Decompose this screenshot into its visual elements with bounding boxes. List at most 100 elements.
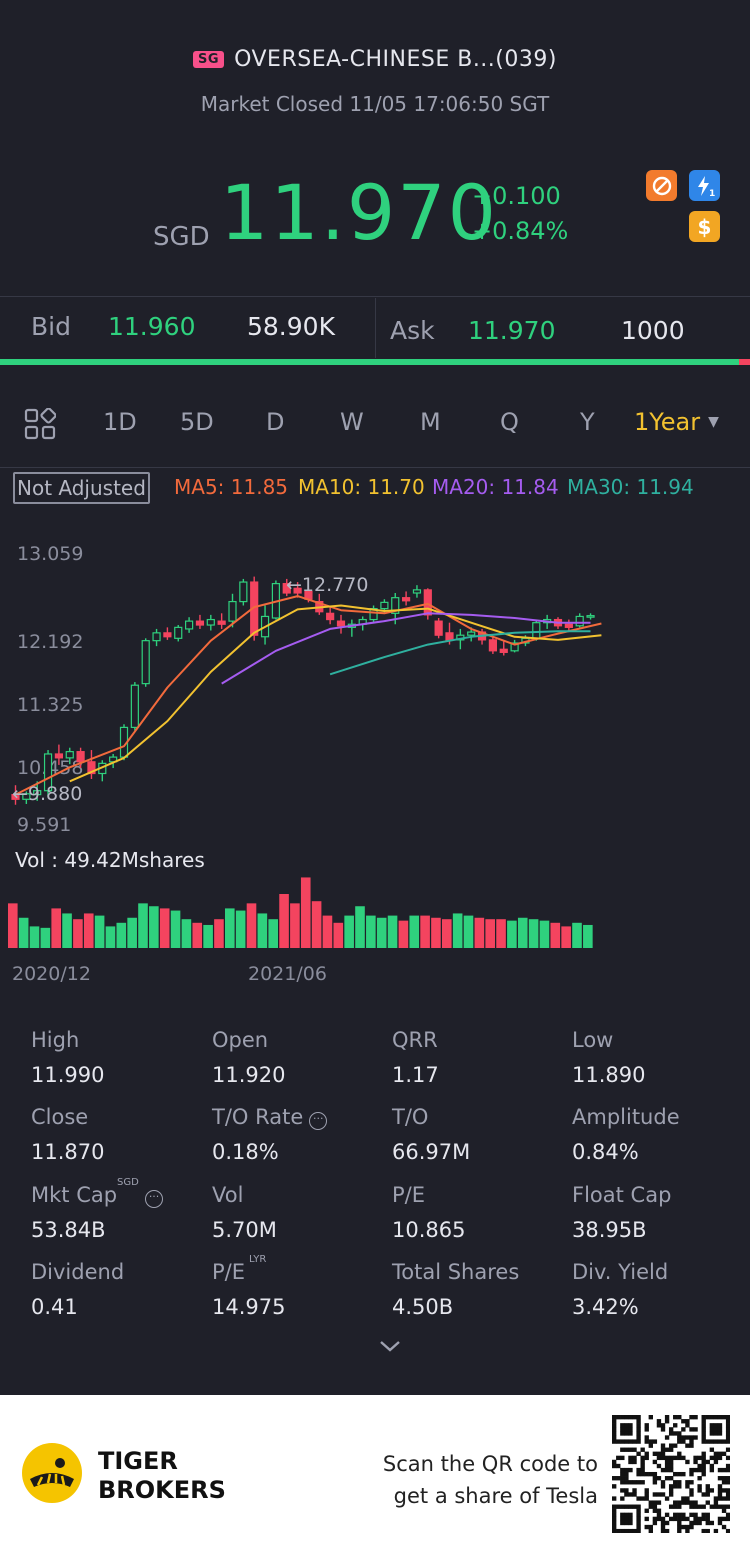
stat-superscript: SGD bbox=[117, 1177, 139, 1188]
volume-bar bbox=[485, 919, 495, 948]
volume-bar bbox=[311, 901, 322, 948]
candle bbox=[293, 582, 302, 598]
ma30-line bbox=[329, 630, 591, 676]
promo-line2: get a share of Tesla bbox=[393, 1484, 598, 1508]
stat-label: T/O bbox=[392, 1105, 429, 1129]
volume-bar bbox=[517, 917, 528, 948]
stock-title[interactable]: SG OVERSEA-CHINESE B...(039) bbox=[0, 47, 750, 72]
tab-q[interactable]: Q bbox=[500, 408, 519, 436]
volume-bar bbox=[279, 894, 289, 948]
volume-bar bbox=[442, 919, 452, 948]
volume-bar bbox=[225, 908, 235, 948]
volume-bar bbox=[51, 908, 61, 948]
stat-label: Float Cap bbox=[572, 1183, 672, 1207]
candle bbox=[98, 760, 107, 782]
stat-label: Vol bbox=[212, 1183, 244, 1207]
tab-m[interactable]: M bbox=[420, 408, 441, 436]
volume-bar bbox=[170, 910, 181, 948]
volume-bar bbox=[387, 915, 398, 948]
volume-chart[interactable] bbox=[0, 870, 750, 950]
stat-label: T/O Rate ··· bbox=[212, 1105, 328, 1130]
volume-bar bbox=[73, 919, 83, 948]
tab-y[interactable]: Y bbox=[580, 408, 595, 436]
volume-bar bbox=[507, 920, 517, 948]
volume-bar bbox=[105, 926, 116, 948]
not-adjusted-button[interactable]: Not Adjusted bbox=[13, 472, 150, 504]
candlestick-chart[interactable] bbox=[0, 540, 750, 840]
candle bbox=[564, 619, 573, 633]
stat-value: 1.17 bbox=[392, 1063, 439, 1087]
volume-bar bbox=[376, 917, 387, 948]
volume-bar bbox=[452, 913, 463, 948]
candle bbox=[499, 641, 508, 656]
volume-bar bbox=[300, 877, 311, 948]
volume-bar bbox=[40, 927, 51, 948]
low-annotation-value: 9.880 bbox=[27, 783, 83, 805]
candle bbox=[282, 578, 291, 597]
candle bbox=[510, 639, 519, 653]
low-annotation: ←9.880 bbox=[12, 783, 83, 805]
volume-bar bbox=[257, 913, 268, 948]
ma5-line bbox=[15, 595, 602, 796]
tab-1year-dropdown[interactable]: 1Year ▼ bbox=[634, 408, 719, 436]
volume-bar bbox=[149, 906, 159, 948]
candle bbox=[130, 682, 139, 731]
stat-value: 38.95B bbox=[572, 1218, 647, 1242]
tab-w[interactable]: W bbox=[340, 408, 364, 436]
period-tabs: 1D 5D D W M Q Y 1Year ▼ bbox=[0, 407, 750, 448]
ask-size: 1000 bbox=[621, 316, 685, 345]
candle bbox=[239, 578, 248, 606]
stat-label: Total Shares bbox=[392, 1260, 520, 1284]
grid-menu-icon[interactable] bbox=[24, 407, 57, 444]
high-annotation-value: 12.770 bbox=[301, 574, 369, 596]
stat-label: Open bbox=[212, 1028, 269, 1052]
tab-1d[interactable]: 1D bbox=[103, 408, 137, 436]
volume-bar bbox=[355, 906, 365, 948]
ma10-value: MA10: 11.70 bbox=[298, 475, 425, 499]
volume-bar bbox=[29, 926, 40, 948]
bidask-divider bbox=[375, 298, 376, 358]
volume-bar bbox=[94, 915, 105, 948]
stat-value: 66.97M bbox=[392, 1140, 471, 1164]
expand-chevron-icon[interactable] bbox=[378, 1338, 402, 1358]
ma10-line bbox=[69, 604, 602, 783]
volume-bar bbox=[322, 915, 333, 948]
volume-bar bbox=[496, 919, 506, 948]
no-short-icon[interactable] bbox=[646, 170, 677, 201]
volume-bar bbox=[550, 922, 561, 948]
tab-d[interactable]: D bbox=[266, 408, 285, 436]
market-badge: SG bbox=[193, 51, 225, 68]
candle bbox=[326, 605, 335, 625]
bid-ratio-fill bbox=[0, 359, 739, 365]
ask-label: Ask bbox=[390, 316, 435, 345]
bid-price: 11.960 bbox=[108, 312, 196, 341]
candle bbox=[217, 613, 226, 629]
volume-bar bbox=[83, 913, 94, 948]
candle bbox=[206, 614, 215, 631]
volume-bar bbox=[181, 919, 192, 948]
stat-value: 3.42% bbox=[572, 1295, 639, 1319]
qr-code bbox=[612, 1415, 730, 1533]
volume-bar bbox=[246, 903, 257, 948]
stat-label: Mkt Cap ··· SGD bbox=[31, 1177, 164, 1208]
candle bbox=[174, 625, 183, 642]
promo-line1: Scan the QR code to bbox=[382, 1452, 598, 1476]
tab-5d[interactable]: 5D bbox=[180, 408, 214, 436]
candle bbox=[87, 750, 96, 779]
high-annotation: ←12.770 bbox=[286, 574, 369, 596]
stat-value: 11.920 bbox=[212, 1063, 286, 1087]
more-info-icon[interactable]: ··· bbox=[309, 1112, 328, 1130]
lightning-icon[interactable]: 1 bbox=[689, 170, 720, 201]
volume-bar bbox=[62, 913, 72, 948]
brand-line1: TIGER bbox=[98, 1447, 178, 1475]
candle bbox=[195, 614, 205, 629]
promo-text: Scan the QR code to get a share of Tesla bbox=[380, 1448, 598, 1512]
stat-value: 14.975 bbox=[212, 1295, 286, 1319]
volume-bar bbox=[18, 917, 29, 948]
divider bbox=[0, 296, 750, 297]
price-change: +0.100 bbox=[472, 182, 561, 210]
more-info-icon[interactable]: ··· bbox=[145, 1190, 164, 1208]
candle bbox=[412, 585, 422, 598]
dollar-icon[interactable]: $ bbox=[689, 211, 720, 242]
